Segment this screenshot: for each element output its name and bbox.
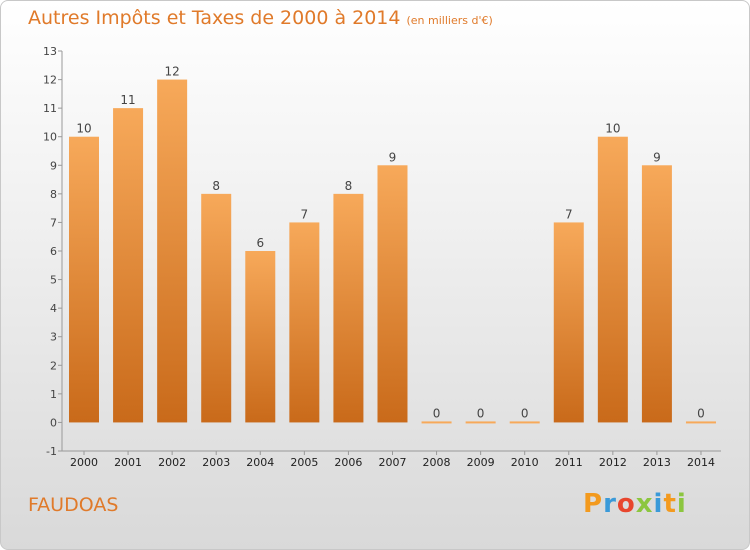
bar bbox=[465, 421, 496, 424]
bar bbox=[509, 421, 540, 424]
bar-value-label: 9 bbox=[653, 150, 661, 164]
chart-title: Autres Impôts et Taxes de 2000 à 2014 (en… bbox=[28, 7, 493, 29]
bar-value-label: 8 bbox=[212, 179, 220, 193]
y-tick-label: 13 bbox=[43, 45, 57, 58]
bar bbox=[245, 251, 276, 423]
bar-value-label: 0 bbox=[433, 406, 441, 420]
x-tick-label: 2011 bbox=[555, 456, 583, 469]
bar-value-label: 12 bbox=[164, 65, 179, 79]
logo-letter: i bbox=[676, 489, 687, 519]
x-tick-label: 2002 bbox=[158, 456, 186, 469]
bar-value-label: 0 bbox=[697, 406, 705, 420]
bar bbox=[685, 421, 716, 424]
y-tick-label: 4 bbox=[50, 302, 57, 315]
bar bbox=[553, 222, 584, 423]
y-tick-label: 6 bbox=[50, 245, 57, 258]
x-tick-label: 2004 bbox=[246, 456, 274, 469]
x-tick-label: 2007 bbox=[378, 456, 406, 469]
bar-value-label: 0 bbox=[521, 406, 529, 420]
x-tick-label: 2005 bbox=[290, 456, 318, 469]
bar bbox=[421, 421, 452, 424]
y-tick-label: 1 bbox=[50, 388, 57, 401]
title-unit: (en milliers d'€) bbox=[406, 14, 493, 27]
x-tick-label: 2000 bbox=[70, 456, 98, 469]
proxiti-logo: Proxiti bbox=[583, 489, 687, 519]
bar bbox=[641, 165, 672, 423]
logo-letter: P bbox=[583, 489, 604, 519]
bar bbox=[597, 136, 628, 423]
x-tick-label: 2012 bbox=[599, 456, 627, 469]
x-tick-label: 2006 bbox=[334, 456, 362, 469]
bar-value-label: 7 bbox=[301, 207, 309, 221]
commune-name: FAUDOAS bbox=[28, 494, 119, 516]
bar bbox=[113, 108, 144, 423]
logo-letter: r bbox=[603, 489, 617, 519]
logo-letter: i bbox=[653, 489, 664, 519]
bar bbox=[289, 222, 320, 423]
title-main: Autres Impôts et Taxes de 2000 à 2014 bbox=[28, 7, 401, 29]
y-tick-label: -1 bbox=[46, 445, 57, 458]
bar-value-label: 8 bbox=[345, 179, 353, 193]
x-tick-label: 2001 bbox=[114, 456, 142, 469]
y-tick-label: 0 bbox=[50, 416, 57, 429]
bar bbox=[157, 79, 188, 423]
y-tick-label: 2 bbox=[50, 359, 57, 372]
y-tick-label: 7 bbox=[50, 216, 57, 229]
bar bbox=[201, 193, 232, 423]
y-tick-label: 11 bbox=[43, 102, 57, 115]
bar-value-label: 0 bbox=[477, 406, 485, 420]
y-tick-label: 8 bbox=[50, 188, 57, 201]
bar-value-label: 11 bbox=[120, 93, 135, 107]
x-tick-label: 2013 bbox=[643, 456, 671, 469]
x-tick-label: 2010 bbox=[511, 456, 539, 469]
x-tick-label: 2003 bbox=[202, 456, 230, 469]
x-tick-label: 2009 bbox=[467, 456, 495, 469]
x-tick-label: 2014 bbox=[687, 456, 715, 469]
logo-letter: o bbox=[616, 489, 636, 519]
bar-value-label: 10 bbox=[76, 122, 91, 136]
y-tick-label: 3 bbox=[50, 331, 57, 344]
logo-letter: t bbox=[663, 489, 677, 519]
bar bbox=[377, 165, 408, 423]
logo-letter: x bbox=[635, 489, 654, 519]
bar-value-label: 9 bbox=[389, 150, 397, 164]
y-tick-label: 9 bbox=[50, 159, 57, 172]
bar-value-label: 6 bbox=[256, 236, 264, 250]
bar bbox=[333, 193, 364, 423]
bar-value-label: 10 bbox=[605, 122, 620, 136]
bar-value-label: 7 bbox=[565, 207, 573, 221]
y-tick-label: 5 bbox=[50, 274, 57, 287]
y-tick-label: 12 bbox=[43, 74, 57, 87]
y-tick-label: 10 bbox=[43, 131, 57, 144]
x-tick-label: 2008 bbox=[423, 456, 451, 469]
bar bbox=[69, 136, 99, 423]
